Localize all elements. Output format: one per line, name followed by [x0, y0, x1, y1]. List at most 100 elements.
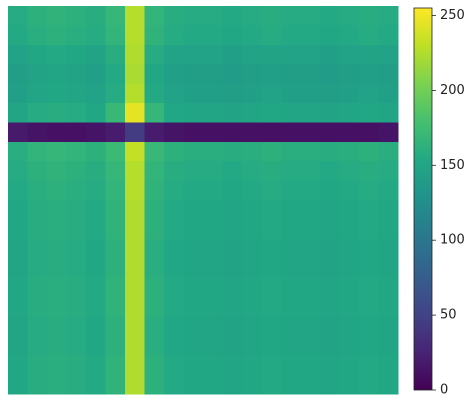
cell [300, 374, 321, 395]
cell [125, 44, 145, 65]
cell [27, 122, 48, 143]
cell [47, 200, 67, 220]
cell [261, 238, 282, 259]
cell [125, 83, 145, 104]
cell [261, 83, 282, 104]
cell [47, 83, 67, 104]
cell [320, 355, 340, 376]
cell [281, 25, 301, 46]
cell [105, 25, 126, 46]
cell [105, 258, 126, 279]
cell [105, 141, 126, 162]
cell [242, 64, 262, 85]
cell [203, 6, 223, 26]
cell [86, 161, 106, 182]
cell [144, 238, 165, 259]
cell [300, 355, 321, 376]
cell [203, 103, 223, 123]
cell [47, 6, 67, 26]
cell [359, 83, 379, 104]
cell [8, 6, 28, 26]
cell [261, 355, 282, 376]
cell [164, 25, 184, 46]
cell [66, 83, 87, 104]
cell [261, 122, 282, 143]
cell [281, 103, 301, 123]
cell [66, 277, 87, 298]
cell [359, 141, 379, 162]
cell [8, 200, 28, 220]
cell [47, 180, 67, 201]
cell [300, 335, 321, 356]
cell [144, 316, 165, 337]
cell [203, 44, 223, 65]
cell [300, 219, 321, 240]
cell [281, 238, 301, 259]
cell [203, 180, 223, 201]
cell [144, 297, 165, 317]
cell [183, 316, 204, 337]
cell [105, 374, 126, 395]
cell [378, 141, 399, 162]
cell [203, 238, 223, 259]
cell [105, 200, 126, 220]
colorbar-tick-label: 150 [440, 158, 465, 173]
cell [339, 277, 360, 298]
cell [378, 355, 399, 376]
cell [86, 141, 106, 162]
cell [320, 122, 340, 143]
cell [125, 25, 145, 46]
cell [8, 374, 28, 395]
cell [47, 258, 67, 279]
cell [261, 64, 282, 85]
cell [320, 374, 340, 395]
cell [27, 180, 48, 201]
cell [281, 297, 301, 317]
cell [378, 122, 399, 143]
cell [86, 355, 106, 376]
cell [300, 180, 321, 201]
cell [203, 297, 223, 317]
cell [8, 180, 28, 201]
cell [47, 297, 67, 317]
cell [164, 64, 184, 85]
cell [378, 44, 399, 65]
cell [27, 141, 48, 162]
cell [339, 103, 360, 123]
cell [242, 122, 262, 143]
cell [320, 219, 340, 240]
colorbar-tick-label: 250 [440, 8, 465, 23]
cell [8, 238, 28, 259]
cell [164, 141, 184, 162]
cell [47, 161, 67, 182]
cell [300, 161, 321, 182]
cell [8, 25, 28, 46]
cell [300, 44, 321, 65]
cell [203, 25, 223, 46]
cell [339, 44, 360, 65]
cell [203, 83, 223, 104]
cell [164, 180, 184, 201]
cell [66, 258, 87, 279]
cell [378, 238, 399, 259]
cell [242, 219, 262, 240]
cell [339, 83, 360, 104]
cell [242, 180, 262, 201]
cell [27, 316, 48, 337]
cell [8, 316, 28, 337]
cell [86, 64, 106, 85]
cell [281, 6, 301, 26]
cell [359, 64, 379, 85]
cell [320, 200, 340, 220]
cell [222, 277, 243, 298]
cell [281, 277, 301, 298]
cell [281, 355, 301, 376]
cell [66, 297, 87, 317]
cell [261, 258, 282, 279]
cell [378, 180, 399, 201]
cell [183, 219, 204, 240]
cell [281, 64, 301, 85]
cell [261, 297, 282, 317]
cell [125, 6, 145, 26]
cell [300, 141, 321, 162]
